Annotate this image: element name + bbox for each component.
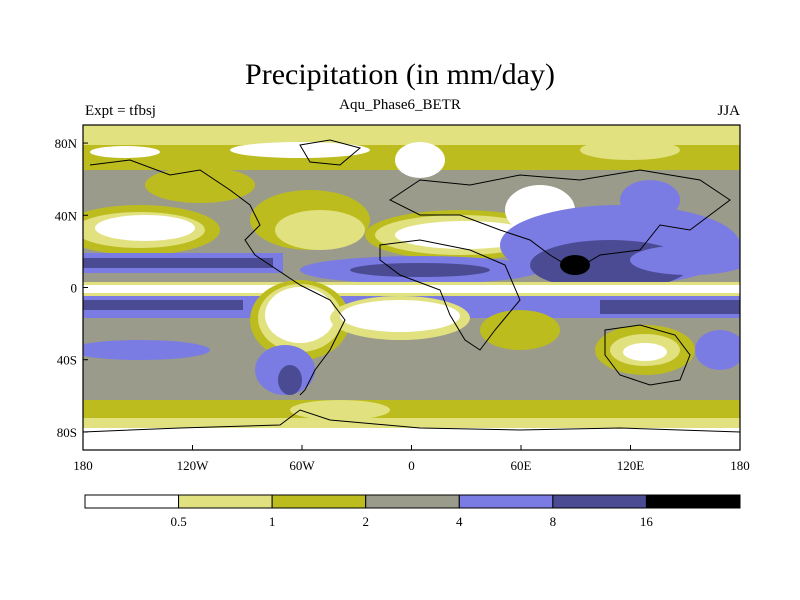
colorbar-swatch — [365, 494, 460, 509]
y-tick-label: 40N — [55, 208, 78, 223]
colorbar-swatch — [271, 494, 367, 509]
y-tick-label: 0 — [71, 281, 78, 296]
x-tick-label: 120E — [617, 458, 645, 473]
x-tick-label: 180 — [73, 458, 93, 473]
page-title: Precipitation (in mm/day) — [245, 58, 555, 91]
colorbar-swatch — [458, 494, 554, 509]
experiment-label: Expt = tfbsj — [85, 103, 156, 119]
colorbar-label: 8 — [550, 514, 557, 529]
colorbar-swatch — [552, 494, 647, 509]
colorbar-swatch — [645, 494, 741, 509]
x-tick-label: 120W — [177, 458, 210, 473]
y-tick-label: 80N — [55, 136, 78, 151]
y-tick-label: 80S — [57, 425, 77, 440]
colorbar-label: 0.5 — [170, 514, 186, 529]
x-tick-label: 60W — [289, 458, 315, 473]
colorbar-label: 1 — [269, 514, 276, 529]
colorbar-swatch — [178, 494, 273, 509]
colorbar-swatch — [84, 494, 180, 509]
season-label: JJA — [717, 103, 740, 119]
x-tick-label: 60E — [511, 458, 532, 473]
subtitle: Aqu_Phase6_BETR — [339, 97, 461, 113]
x-axis: 180 120W 60W 0 60E 120E 180 — [73, 445, 750, 473]
x-tick-label: 0 — [408, 458, 415, 473]
colorbar-label: 2 — [362, 514, 369, 529]
coastlines — [83, 139, 740, 433]
colorbar-label: 4 — [456, 514, 463, 529]
colorbar: 0.5 1 2 4 8 16 — [84, 494, 741, 529]
colorbar-label: 16 — [640, 514, 654, 529]
map-fill — [83, 125, 740, 450]
y-axis: 80N 40N 0 40S 80S — [55, 136, 88, 440]
x-tick-label: 180 — [730, 458, 750, 473]
y-tick-label: 40S — [57, 353, 77, 368]
